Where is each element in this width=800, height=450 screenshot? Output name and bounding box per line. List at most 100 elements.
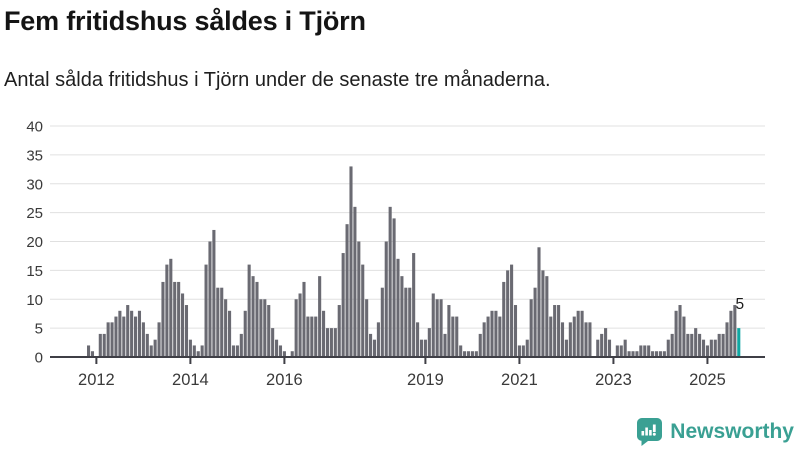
bar [721, 333, 725, 357]
bar [184, 305, 189, 358]
bar [149, 345, 153, 357]
bar [200, 345, 204, 357]
bar [502, 281, 506, 358]
bar [600, 333, 604, 357]
bar [306, 316, 310, 358]
x-tick-label: 2023 [595, 371, 632, 389]
bar [353, 206, 357, 357]
bar [400, 276, 404, 357]
bar [682, 316, 686, 358]
bar [651, 351, 655, 358]
bar [157, 322, 161, 357]
y-tick-label: 5 [35, 321, 43, 338]
x-tick-label: 2016 [266, 371, 303, 389]
bar [451, 316, 455, 358]
bar [412, 253, 416, 357]
bar [674, 310, 678, 357]
bar [263, 299, 267, 357]
bar [106, 322, 110, 357]
bar [419, 339, 424, 358]
bar [322, 310, 326, 357]
bar [130, 310, 134, 357]
bar [639, 345, 643, 357]
bar [247, 264, 251, 357]
bar [122, 316, 126, 358]
bar [357, 241, 361, 357]
bar [498, 316, 502, 358]
bar [243, 310, 247, 357]
y-tick-label: 0 [35, 350, 43, 367]
bar [165, 264, 169, 357]
bar [220, 287, 224, 357]
bar [137, 310, 142, 357]
bar [392, 218, 396, 357]
bar [631, 351, 635, 358]
bar [580, 310, 584, 357]
bar [259, 299, 263, 357]
bar [235, 345, 239, 357]
bar [564, 339, 568, 358]
bar [110, 322, 114, 357]
bar [658, 351, 662, 358]
bar [568, 322, 572, 357]
bar [361, 264, 365, 357]
bar [647, 345, 651, 357]
bar [521, 345, 525, 357]
chart-subtitle: Antal sålda fritidshus i Tjörn under de … [4, 69, 551, 91]
highlight-value-label: 5 [735, 296, 744, 313]
bar [208, 241, 212, 357]
y-tick-label: 40 [26, 119, 43, 136]
bar [278, 345, 283, 357]
bar [267, 305, 271, 358]
bar [439, 299, 443, 357]
bar [216, 287, 220, 357]
x-tick-label: 2014 [172, 371, 209, 389]
bar [427, 328, 431, 358]
bar [431, 293, 435, 358]
bar [192, 345, 196, 357]
bar [298, 293, 302, 358]
bar [549, 316, 553, 358]
bar [87, 345, 91, 357]
bar [466, 351, 471, 358]
bar [345, 224, 349, 358]
bar [517, 345, 521, 357]
bar [705, 345, 709, 357]
bar [557, 305, 561, 358]
bar [341, 253, 345, 357]
bar [463, 351, 467, 358]
bar [404, 287, 408, 357]
bar [627, 351, 631, 358]
bar [584, 322, 588, 357]
x-tick-label: 2025 [689, 371, 726, 389]
bar [666, 339, 670, 358]
newsworthy-logo[interactable]: Newsworthy [635, 417, 794, 446]
bar [729, 310, 733, 357]
bar [541, 270, 545, 358]
bar [725, 322, 729, 357]
bar [302, 281, 306, 358]
chart-title: Fem fritidshus såldes i Tjörn [4, 6, 366, 36]
bar [153, 339, 157, 358]
newsworthy-brand-text: Newsworthy [670, 419, 794, 443]
bar [255, 281, 259, 358]
bar [141, 322, 145, 357]
bar [329, 328, 333, 358]
bar [134, 316, 138, 358]
x-tick-label: 2021 [501, 371, 538, 389]
bar [545, 276, 549, 357]
bar [533, 287, 537, 357]
bar [314, 316, 318, 358]
bar [459, 345, 463, 357]
bar [188, 339, 192, 358]
newsworthy-icon [637, 418, 663, 446]
bar [376, 322, 380, 357]
bar [98, 333, 102, 357]
bar [349, 166, 353, 358]
bar [713, 339, 717, 358]
bar [435, 299, 439, 357]
bar [251, 276, 255, 357]
bar [690, 333, 694, 357]
bar [615, 345, 619, 357]
